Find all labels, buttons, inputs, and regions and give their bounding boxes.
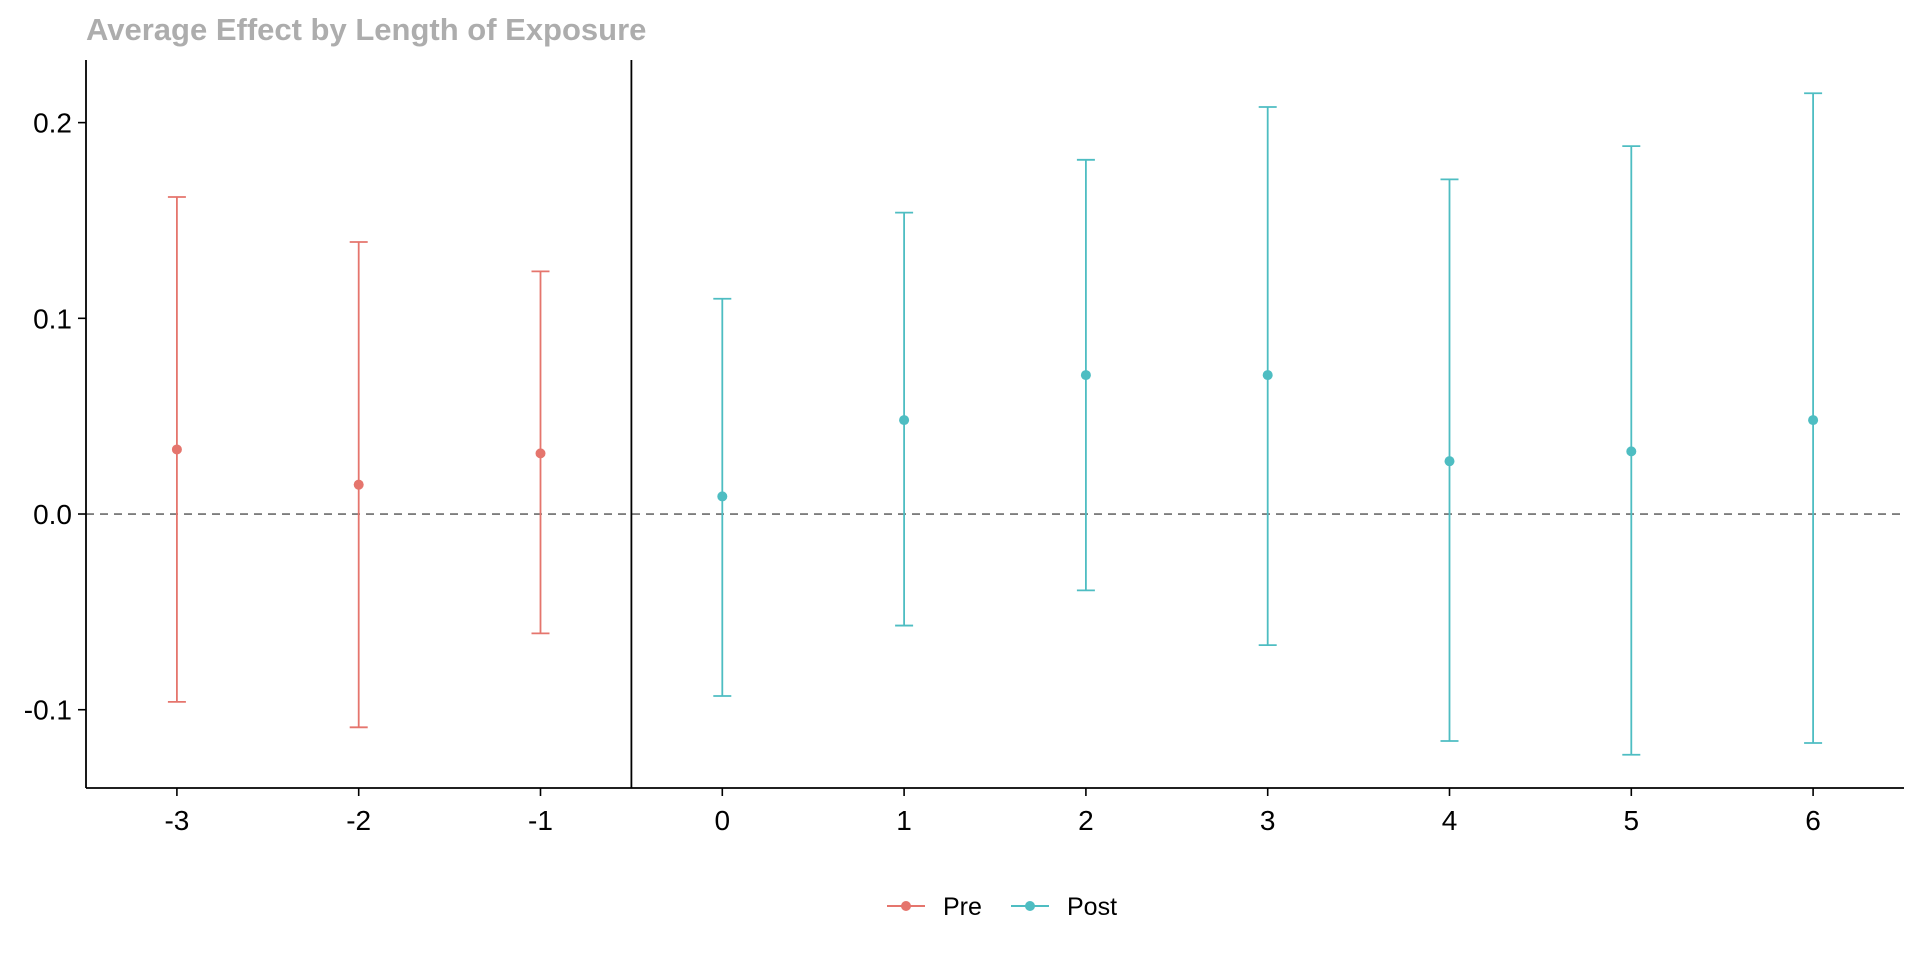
series-post [713, 92, 1823, 756]
estimate-point [171, 444, 182, 455]
series-pre [167, 196, 550, 729]
estimate-point [1808, 415, 1819, 426]
x-tick-label: 1 [896, 805, 912, 836]
x-tick-label: 0 [715, 805, 731, 836]
y-tick-label: 0.1 [33, 303, 72, 334]
legend-key-point [901, 901, 911, 911]
estimate-point [899, 415, 910, 426]
legend: Pre Post [887, 893, 1117, 921]
legend-item-pre: Pre [887, 893, 982, 921]
y-tick-label: 0.2 [33, 108, 72, 139]
estimate-point [1444, 456, 1455, 467]
legend-label: Pre [943, 893, 982, 921]
x-tick-label: -2 [346, 805, 371, 836]
plot-area: -0.1 0.0 0.1 0.2 -3 -2 -1 0 1 2 3 4 5 6 [24, 60, 1904, 836]
x-tick-label: 2 [1078, 805, 1094, 836]
x-tick-label: -3 [164, 805, 189, 836]
x-tick-label: 4 [1442, 805, 1458, 836]
x-tick-label: 5 [1624, 805, 1640, 836]
estimate-point [353, 479, 364, 490]
legend-item-post: Post [1011, 893, 1117, 921]
chart-title: Average Effect by Length of Exposure [86, 12, 646, 47]
x-tick-label: 3 [1260, 805, 1276, 836]
estimate-point [1262, 370, 1273, 381]
y-tick-label: 0.0 [33, 499, 72, 530]
estimate-point [1080, 370, 1091, 381]
y-tick-label: -0.1 [24, 695, 72, 726]
legend-label: Post [1067, 893, 1117, 921]
x-tick-label: -1 [528, 805, 553, 836]
estimate-point [535, 448, 546, 459]
legend-key-point [1025, 901, 1035, 911]
estimate-point [717, 491, 728, 502]
estimate-point [1626, 446, 1637, 457]
x-tick-label: 6 [1805, 805, 1821, 836]
